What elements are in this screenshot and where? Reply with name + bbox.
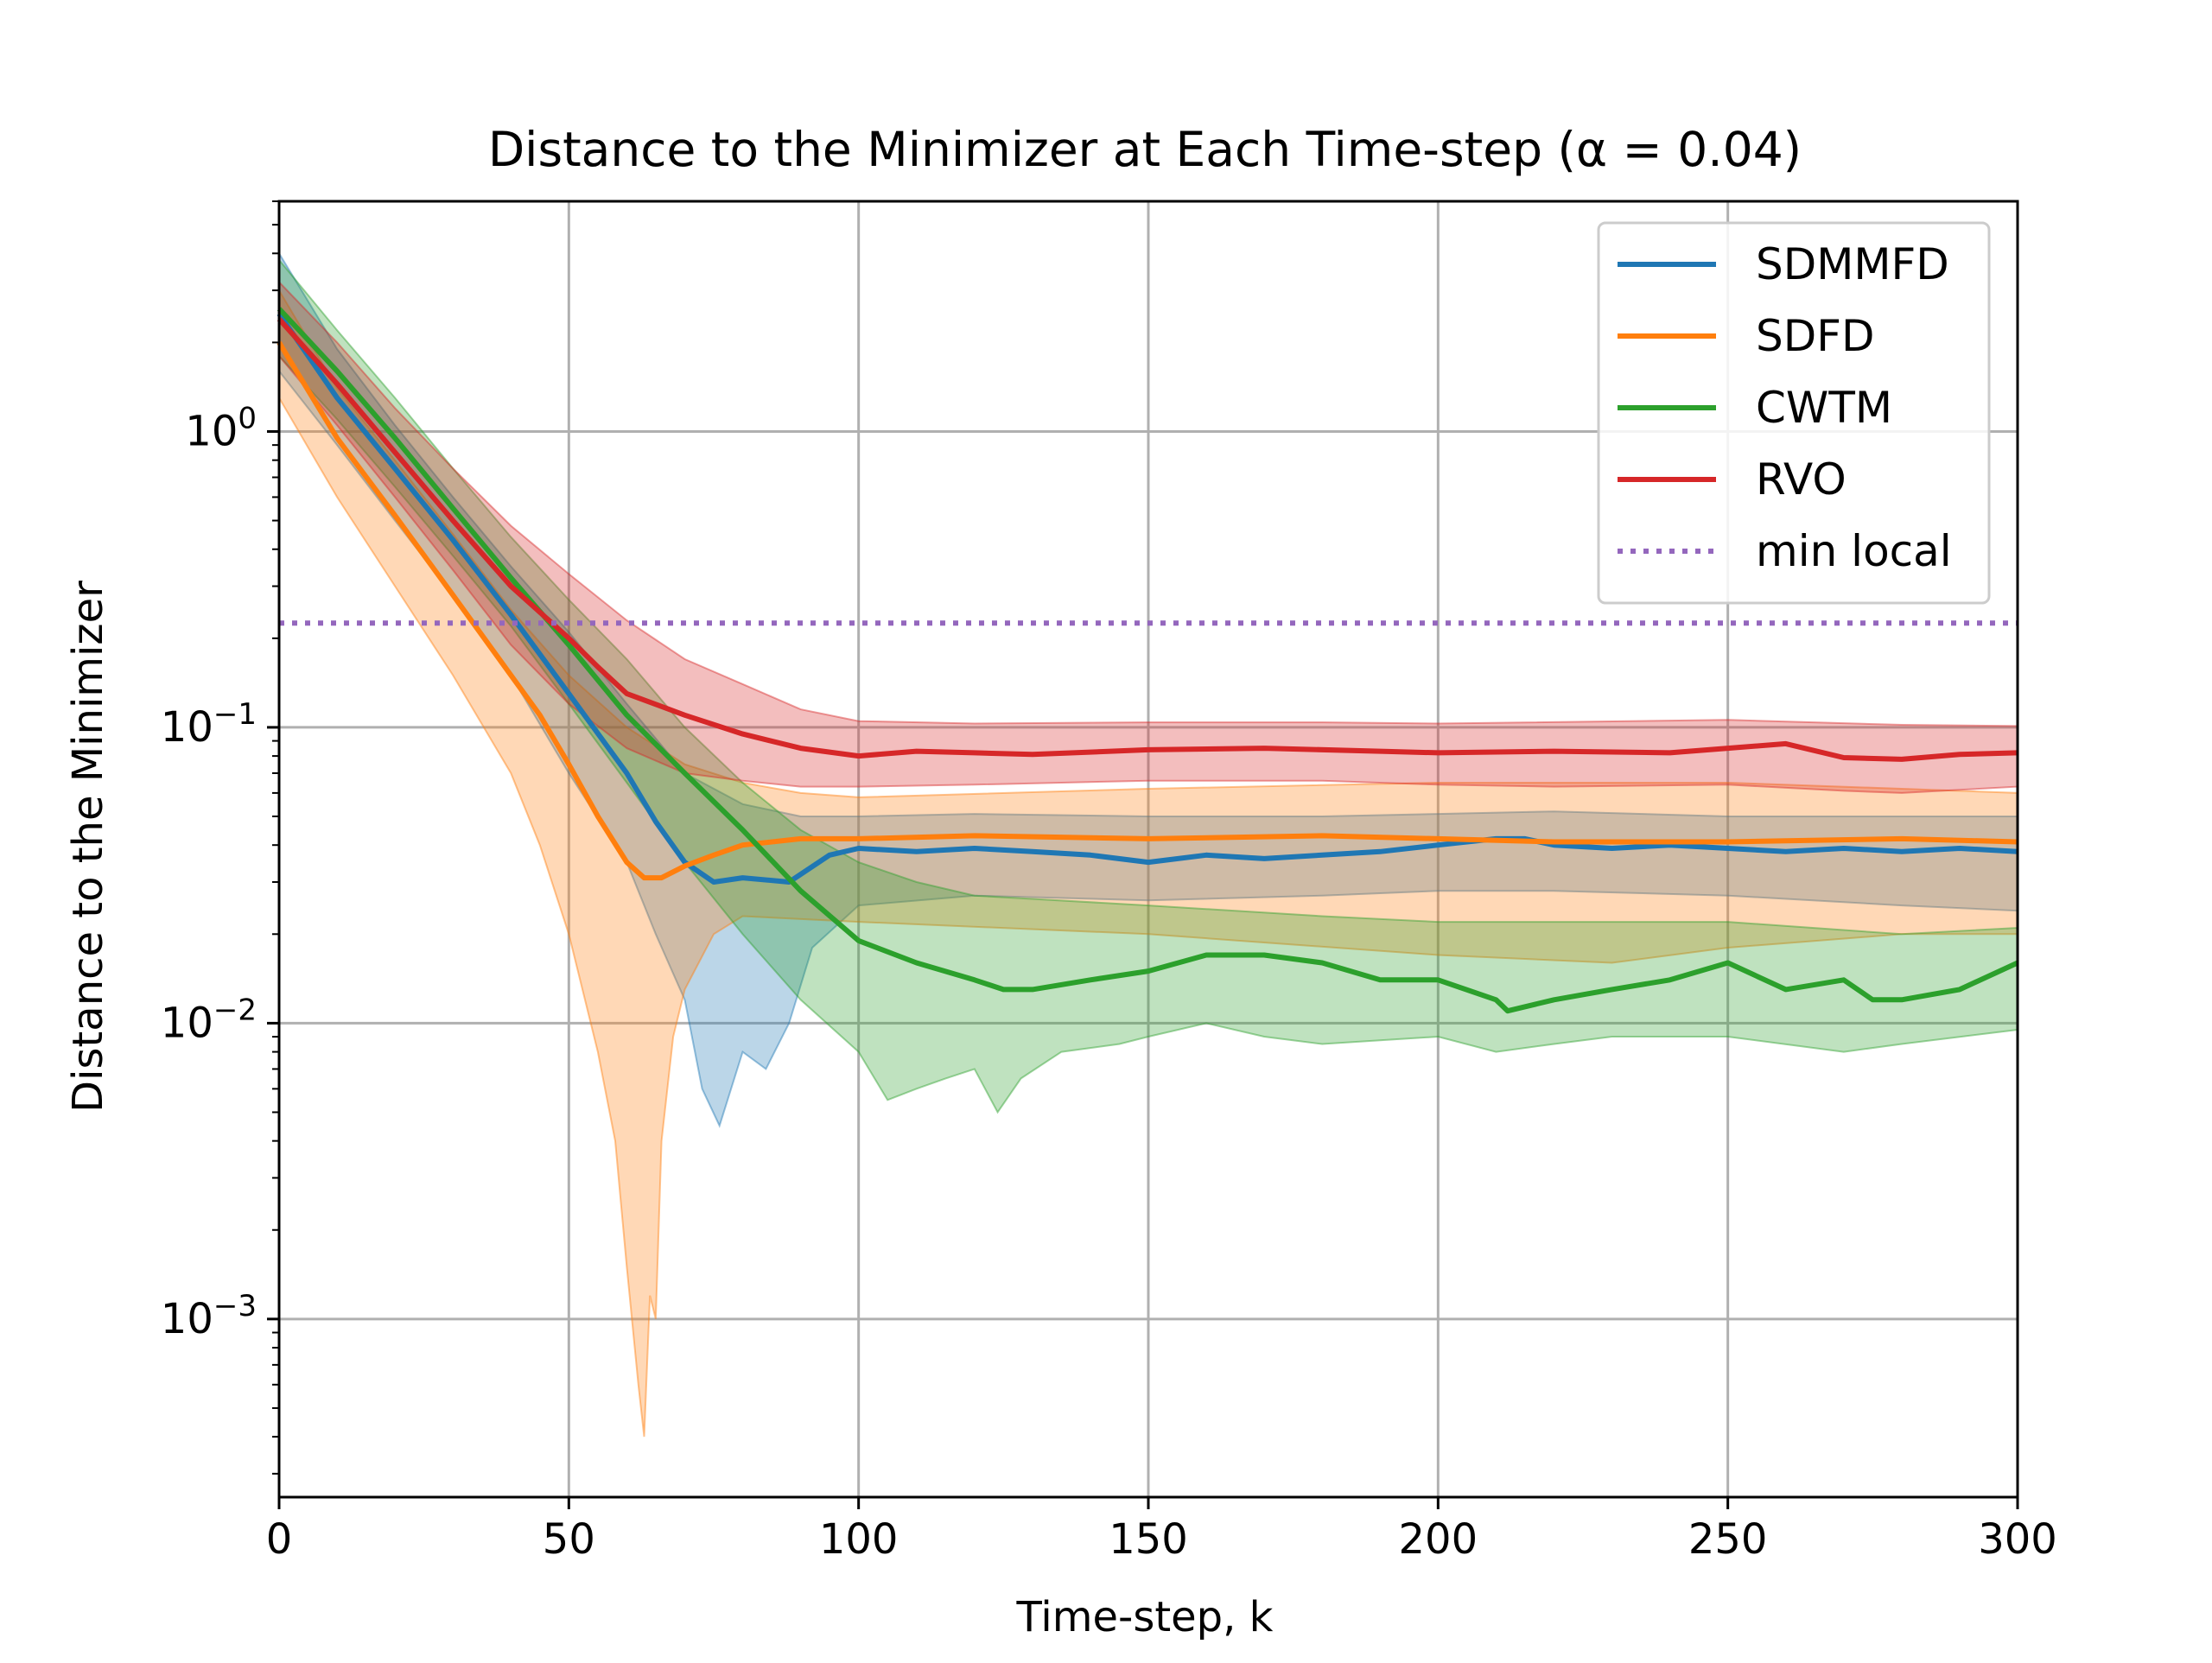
series-line-cwtm xyxy=(276,307,2019,1014)
series-line-rvo xyxy=(276,317,2018,762)
axes xyxy=(267,200,2019,1509)
series-line-sdfd xyxy=(276,340,2018,881)
y-tick-label: 100 xyxy=(185,401,257,455)
legend-label: SDMMFD xyxy=(1756,239,1949,289)
chart-title: Distance to the Minimizer at Each Time-s… xyxy=(488,122,1802,177)
x-tick-label: 250 xyxy=(1688,1515,1768,1564)
legend-label: SDFD xyxy=(1756,311,1875,361)
y-tick-label: 10−2 xyxy=(161,993,257,1047)
y-tick-label: 10−3 xyxy=(161,1289,257,1343)
series-lines xyxy=(276,307,2019,1014)
x-axis-label: Time-step, k xyxy=(1016,1593,1274,1641)
legend: SDMMFD SDFD CWTM RVO min local xyxy=(1597,221,1991,605)
y-axis-label: Distance to the Minimizer xyxy=(64,581,112,1113)
x-tick-label: 150 xyxy=(1109,1515,1188,1564)
legend-label: CWTM xyxy=(1756,383,1892,433)
legend-box xyxy=(1597,221,1991,605)
band-cwtm xyxy=(278,257,2018,1114)
y-tick-label: 10−1 xyxy=(161,697,257,752)
x-tick-label: 100 xyxy=(819,1515,899,1564)
x-tick-label: 0 xyxy=(266,1515,293,1564)
x-tick-label: 200 xyxy=(1399,1515,1478,1564)
x-tick-label: 300 xyxy=(1978,1515,2057,1564)
tick-labels: 0 50 100 150 200 250 300 100 10−1 10−2 10−3 xyxy=(161,401,2057,1564)
legend-label: min local xyxy=(1756,526,1952,576)
legend-label: RVO xyxy=(1756,454,1847,505)
x-tick-label: 50 xyxy=(543,1515,595,1564)
series-line-sdmmfd xyxy=(276,312,2018,885)
band-sdmmfd xyxy=(278,250,2018,1128)
